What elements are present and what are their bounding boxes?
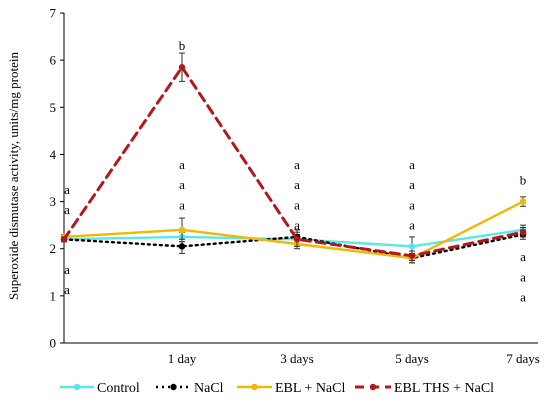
legend-item: EBL + NaCl <box>237 381 345 396</box>
significance-letter: a <box>179 157 185 172</box>
significance-letter: a <box>409 197 415 212</box>
significance-letter: b <box>179 38 186 53</box>
legend-label: EBL THS + NaCl <box>394 381 494 396</box>
significance-letter: b <box>520 172 527 187</box>
data-point <box>178 226 186 234</box>
significance-letter: a <box>64 282 70 297</box>
legend: Control NaCl EBL + NaCl EBL THS + NaCl <box>60 381 494 396</box>
data-point <box>408 243 416 250</box>
significance-letter: a <box>520 249 526 264</box>
y-tick-label: 3 <box>50 194 57 209</box>
data-point <box>519 229 527 236</box>
legend-label: Control <box>97 381 140 396</box>
legend-item: EBL THS + NaCl <box>355 381 494 396</box>
series-ebl-ths-nacl <box>60 52 527 261</box>
series-layer <box>60 52 527 264</box>
y-tick-label: 7 <box>50 6 57 21</box>
y-axis: 0 1 2 3 4 5 6 7 <box>50 6 65 351</box>
significance-letter: a <box>294 218 300 233</box>
significance-letter: a <box>179 197 185 212</box>
series-line <box>62 65 525 258</box>
y-tick-label: 2 <box>50 241 57 256</box>
data-point <box>60 236 68 243</box>
significance-letter: a <box>64 202 70 217</box>
y-axis-title: Superoxide dismutase activity, units/mg … <box>6 52 21 300</box>
legend-swatch-marker <box>73 383 81 391</box>
x-tick-label: 5 days <box>395 351 429 366</box>
y-tick-label: 1 <box>50 288 57 303</box>
y-tick-label: 5 <box>50 100 57 115</box>
data-point <box>293 236 301 243</box>
significance-letter: a <box>520 269 526 284</box>
significance-letter: a <box>64 182 70 197</box>
significance-letter: a <box>409 177 415 192</box>
legend-swatch-marker <box>170 383 177 391</box>
legend-item: NaCl <box>156 381 224 396</box>
significance-letter: a <box>64 262 70 277</box>
significance-letter: a <box>294 177 300 192</box>
data-point <box>519 198 527 205</box>
significance-letter: a <box>294 157 300 172</box>
legend-swatch-marker <box>251 383 258 391</box>
legend-item: Control <box>60 381 140 396</box>
significance-letter: a <box>409 157 415 172</box>
significance-letter: a <box>409 218 415 233</box>
significance-letter: a <box>520 290 526 305</box>
legend-swatch-marker <box>369 383 377 391</box>
x-tick-label: 3 days <box>280 351 314 366</box>
x-tick-label: 1 day <box>168 351 197 366</box>
y-tick-label: 4 <box>50 147 57 162</box>
data-point <box>178 64 186 71</box>
legend-label: EBL + NaCl <box>275 381 345 396</box>
significance-letter: a <box>179 177 185 192</box>
data-point <box>178 243 186 250</box>
x-axis: 1 day 3 days 5 days 7 days <box>64 342 540 366</box>
y-tick-label: 6 <box>50 53 57 68</box>
significance-letter: a <box>294 197 300 212</box>
y-tick-label: 0 <box>50 336 57 351</box>
data-point <box>408 252 416 259</box>
x-tick-label: 7 days <box>506 351 540 366</box>
legend-label: NaCl <box>194 381 224 396</box>
